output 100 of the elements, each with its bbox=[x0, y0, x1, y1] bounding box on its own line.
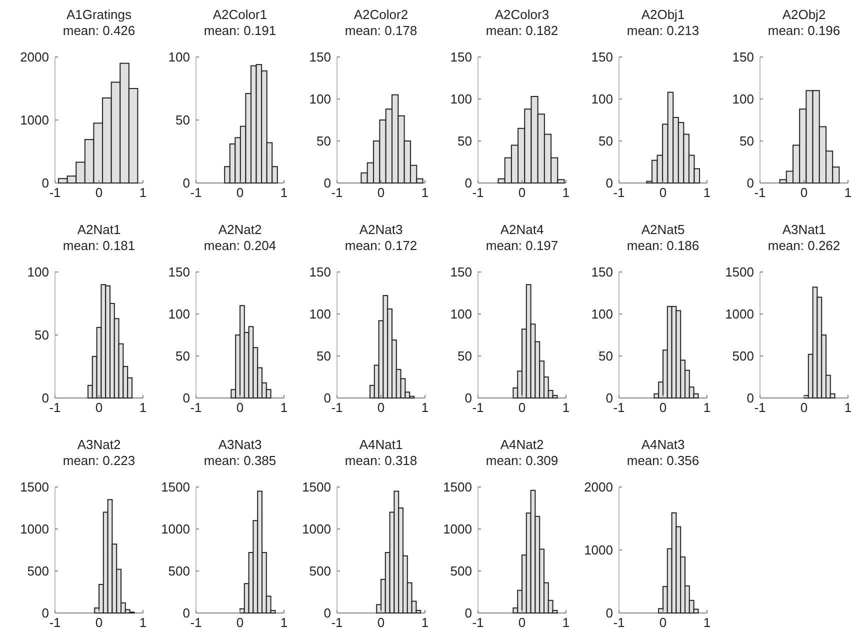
y-tick-label: 150 bbox=[732, 50, 754, 65]
x-tick-label: 1 bbox=[562, 400, 570, 415]
x-tick-label: 0 bbox=[377, 615, 385, 630]
chart-title: A2Nat5 bbox=[641, 222, 685, 237]
x-tick-label: 0 bbox=[236, 615, 244, 630]
x-tick-label: 0 bbox=[518, 400, 526, 415]
x-tick-label: 1 bbox=[562, 615, 570, 630]
x-tick-label: 1 bbox=[703, 400, 711, 415]
x-tick-label: -1 bbox=[754, 400, 766, 415]
chart-title: A2Obj2 bbox=[782, 7, 826, 22]
x-tick-label: -1 bbox=[190, 615, 202, 630]
x-tick-label: 0 bbox=[659, 615, 667, 630]
x-tick-label: -1 bbox=[190, 400, 202, 415]
y-tick-label: 150 bbox=[450, 50, 472, 65]
x-tick-label: 0 bbox=[659, 400, 667, 415]
chart-subtitle: mean: 0.385 bbox=[204, 453, 276, 468]
x-tick-label: 1 bbox=[421, 400, 429, 415]
y-tick-label: 1000 bbox=[302, 522, 331, 537]
y-tick-label: 100 bbox=[168, 50, 190, 65]
y-tick-label: 500 bbox=[27, 564, 49, 579]
y-tick-label: 1500 bbox=[20, 480, 49, 495]
x-tick-label: 1 bbox=[139, 615, 147, 630]
y-tick-label: 50 bbox=[176, 348, 190, 364]
chart-title: A2Nat2 bbox=[218, 222, 262, 237]
x-tick-label: 1 bbox=[844, 400, 852, 415]
y-tick-label: 100 bbox=[732, 92, 754, 107]
y-tick-label: 50 bbox=[598, 134, 613, 149]
chart-subtitle: mean: 0.309 bbox=[486, 453, 558, 468]
y-tick-label: 100 bbox=[591, 92, 613, 107]
chart-subtitle: mean: 0.191 bbox=[204, 23, 276, 38]
y-tick-label: 2000 bbox=[20, 50, 49, 65]
chart-subtitle: mean: 0.182 bbox=[486, 23, 558, 38]
chart-title: A2Nat1 bbox=[77, 222, 121, 237]
x-tick-label: 1 bbox=[280, 615, 288, 630]
x-tick-label: 1 bbox=[703, 615, 711, 630]
chart-title: A4Nat1 bbox=[359, 437, 403, 452]
chart-subtitle: mean: 0.213 bbox=[626, 23, 700, 38]
x-tick-label: -1 bbox=[49, 400, 61, 415]
y-tick-label: 500 bbox=[450, 564, 472, 579]
x-tick-label: 0 bbox=[95, 400, 103, 415]
chart-title: A3Nat1 bbox=[782, 222, 826, 237]
y-tick-label: 1500 bbox=[302, 480, 331, 495]
chart-subtitle: mean: 0.426 bbox=[62, 23, 136, 38]
x-tick-label: -1 bbox=[49, 615, 61, 630]
y-tick-label: 500 bbox=[168, 564, 190, 579]
chart-subtitle: mean: 0.181 bbox=[62, 238, 136, 253]
y-tick-label: 1000 bbox=[20, 112, 49, 128]
chart-subtitle: mean: 0.223 bbox=[62, 453, 136, 468]
chart-subtitle: mean: 0.318 bbox=[344, 453, 418, 468]
chart-title: A1Gratings bbox=[66, 7, 132, 22]
x-tick-label: -1 bbox=[472, 615, 484, 630]
y-tick-label: 500 bbox=[309, 564, 331, 579]
chart-subtitle: mean: 0.197 bbox=[486, 238, 558, 253]
x-tick-label: 0 bbox=[377, 185, 385, 200]
y-tick-label: 50 bbox=[316, 134, 331, 149]
y-tick-label: 50 bbox=[34, 328, 49, 343]
x-tick-label: -1 bbox=[613, 185, 625, 200]
x-tick-label: 0 bbox=[95, 185, 103, 200]
x-tick-label: 0 bbox=[518, 615, 526, 630]
x-tick-label: -1 bbox=[613, 615, 625, 630]
y-tick-label: 1000 bbox=[161, 522, 190, 537]
y-tick-label: 50 bbox=[176, 112, 190, 128]
y-tick-label: 50 bbox=[598, 348, 613, 364]
chart-title: A2Color3 bbox=[494, 7, 550, 22]
x-tick-label: -1 bbox=[331, 400, 343, 415]
y-tick-label: 1500 bbox=[161, 480, 190, 495]
x-tick-label: 1 bbox=[139, 185, 147, 200]
y-tick-label: 100 bbox=[168, 306, 190, 322]
chart-title: A2Color1 bbox=[212, 7, 268, 22]
x-tick-label: 0 bbox=[95, 615, 103, 630]
y-tick-label: 150 bbox=[309, 264, 331, 280]
x-tick-label: 0 bbox=[518, 185, 526, 200]
x-tick-label: -1 bbox=[613, 400, 625, 415]
y-tick-label: 150 bbox=[450, 264, 472, 280]
chart-title: A2Color2 bbox=[354, 7, 408, 22]
y-tick-label: 500 bbox=[732, 348, 754, 364]
x-tick-label: 0 bbox=[236, 185, 244, 200]
y-tick-label: 1000 bbox=[725, 306, 754, 322]
x-tick-label: 1 bbox=[703, 185, 711, 200]
y-tick-label: 100 bbox=[591, 306, 613, 322]
x-tick-label: 1 bbox=[280, 400, 288, 415]
x-tick-label: -1 bbox=[49, 185, 61, 200]
y-tick-label: 150 bbox=[309, 50, 331, 65]
y-tick-label: 150 bbox=[591, 264, 613, 280]
chart-subtitle: mean: 0.262 bbox=[768, 238, 840, 253]
x-tick-label: 1 bbox=[844, 185, 852, 200]
chart-subtitle: mean: 0.356 bbox=[626, 453, 700, 468]
x-tick-label: 0 bbox=[800, 185, 808, 200]
chart-title: A4Nat3 bbox=[641, 437, 685, 452]
y-tick-label: 100 bbox=[450, 306, 472, 322]
x-tick-label: -1 bbox=[331, 185, 343, 200]
y-tick-label: 2000 bbox=[584, 480, 613, 495]
x-tick-label: 1 bbox=[562, 185, 570, 200]
chart-subtitle: mean: 0.172 bbox=[344, 238, 418, 253]
y-tick-label: 50 bbox=[458, 348, 472, 364]
y-tick-label: 50 bbox=[740, 134, 754, 149]
x-tick-label: -1 bbox=[190, 185, 202, 200]
y-tick-label: 100 bbox=[450, 92, 472, 107]
y-tick-label: 150 bbox=[591, 50, 613, 65]
y-tick-label: 100 bbox=[309, 306, 331, 322]
